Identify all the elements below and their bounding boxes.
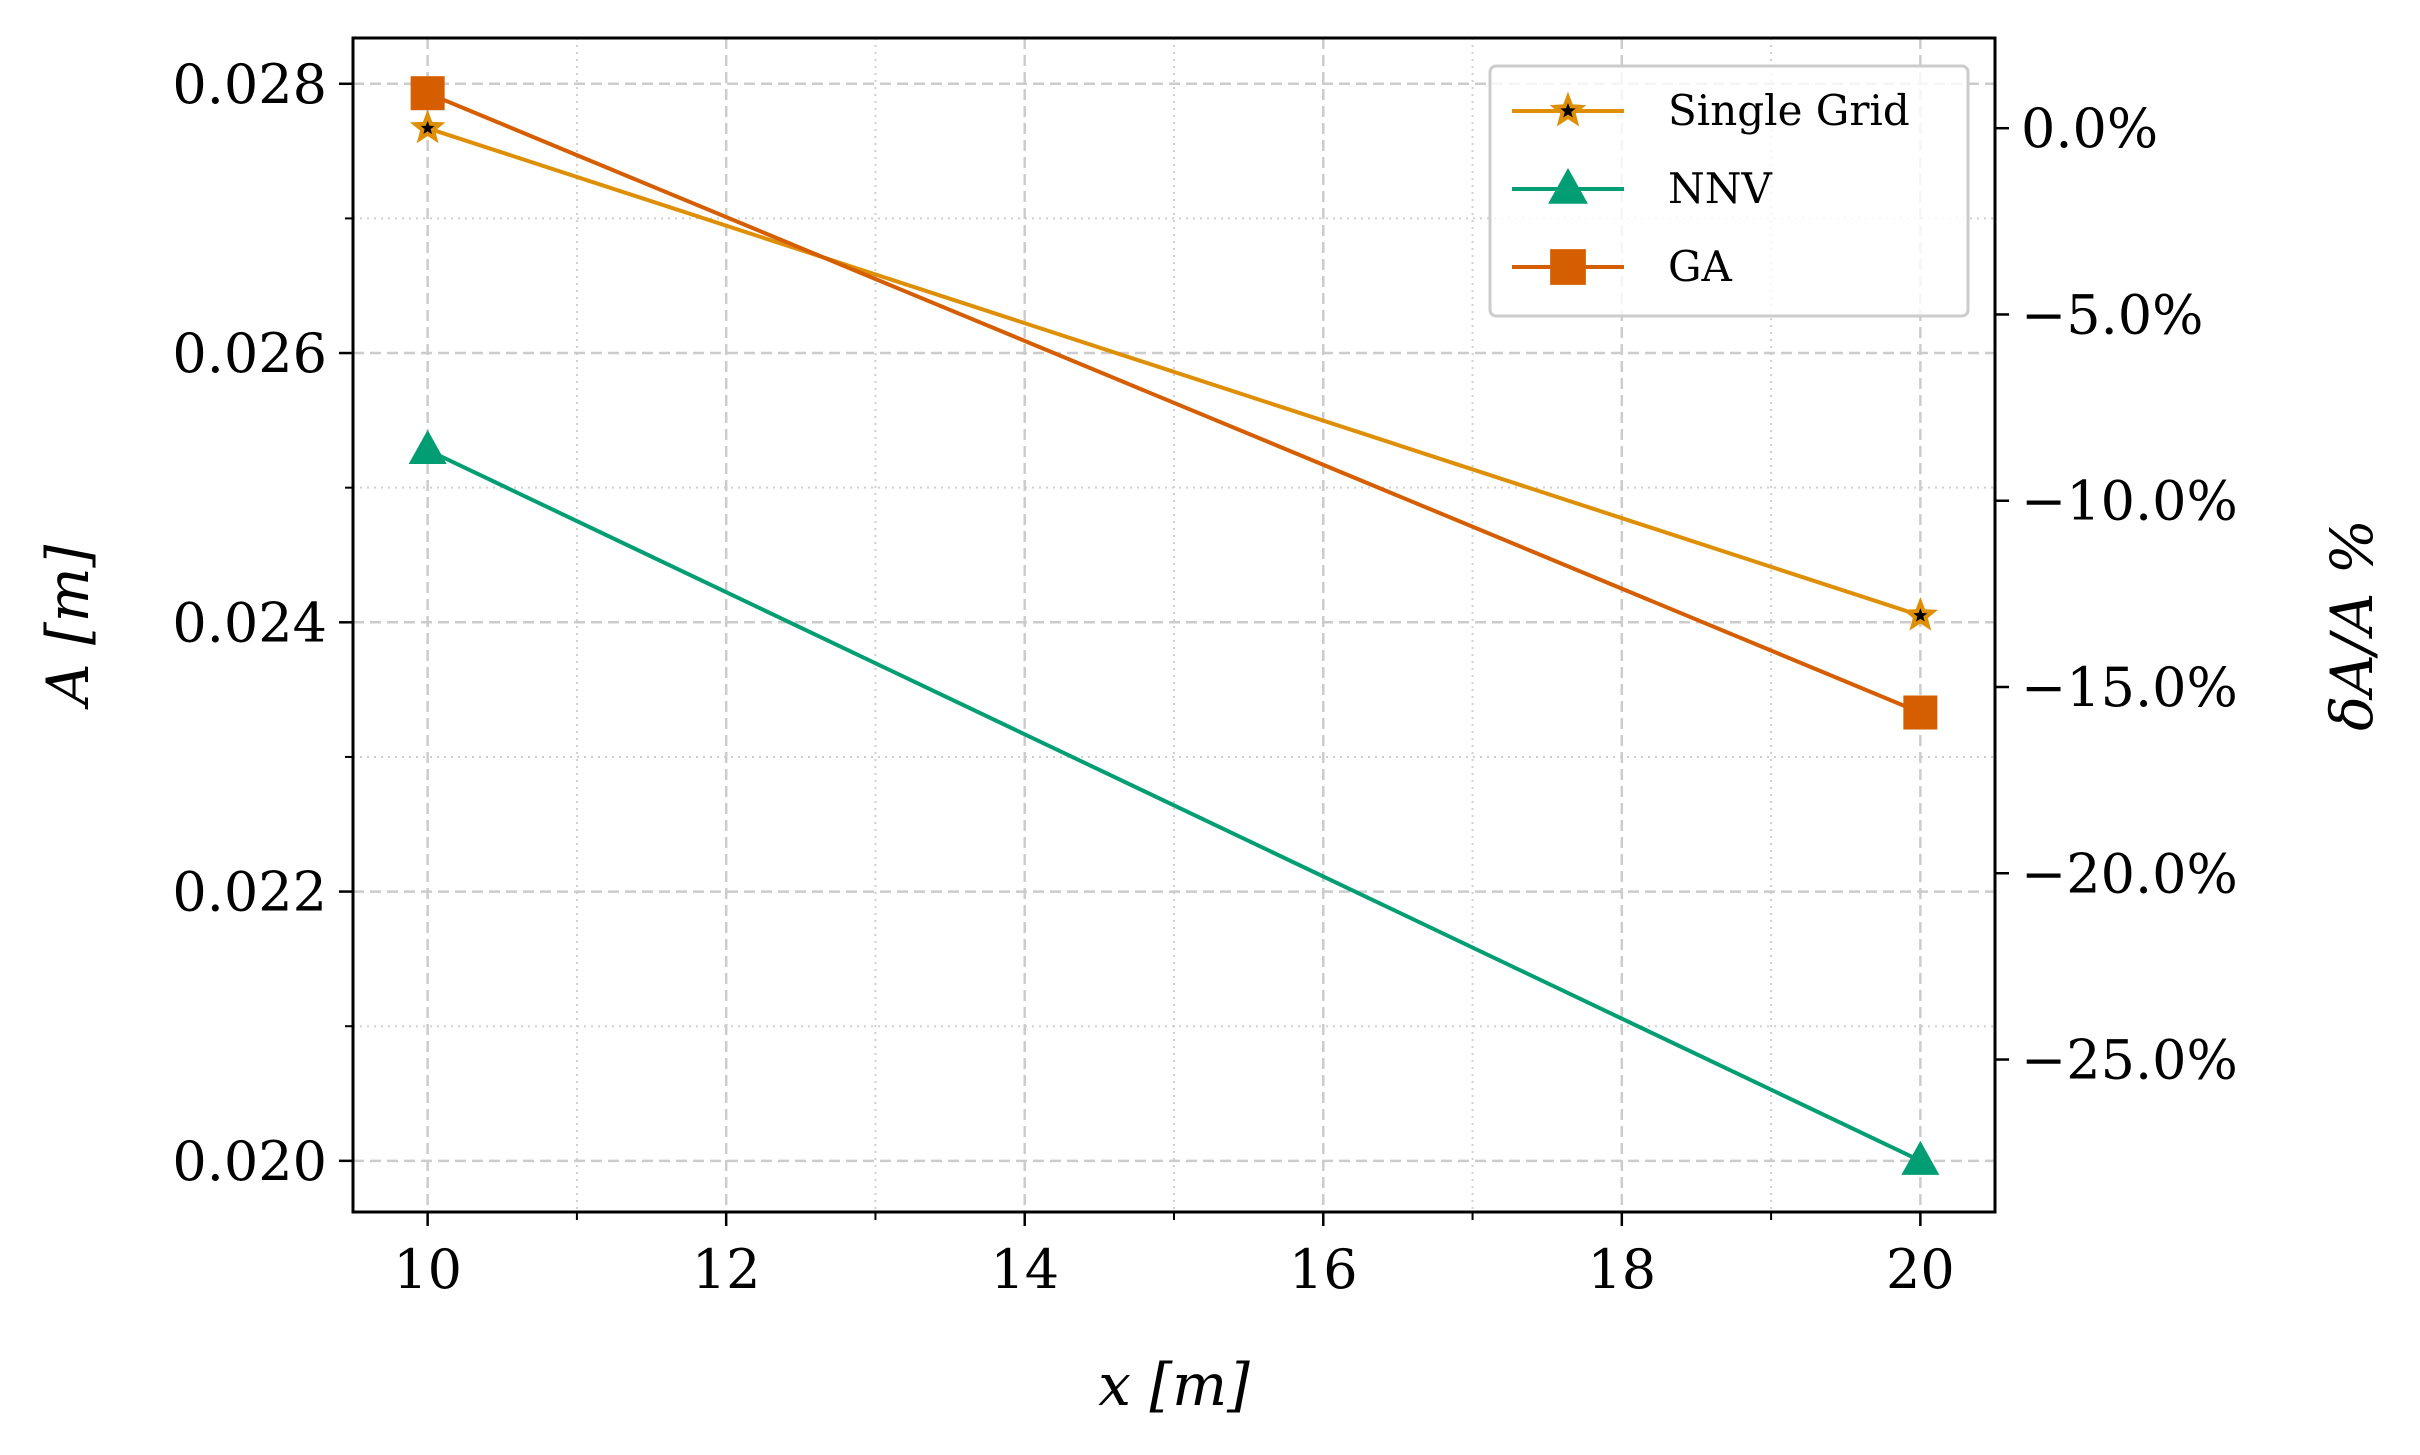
data-point-nnv — [408, 429, 447, 464]
y-tick-label: 0.028 — [172, 53, 327, 116]
data-point-ga — [410, 76, 445, 111]
legend-label-nnv: NNV — [1668, 164, 1773, 213]
y-tick-label: 0.024 — [172, 591, 327, 654]
legend-label-single-grid: Single Grid — [1668, 86, 1910, 135]
y2-tick-label: −25.0% — [2021, 1029, 2238, 1092]
legend: Single Grid NNV GA — [1488, 64, 1970, 318]
y2-tick-label: −5.0% — [2021, 283, 2203, 346]
legend-item-single-grid: Single Grid — [1512, 86, 1910, 135]
series-single-grid — [409, 109, 1939, 631]
series-layer — [408, 76, 1940, 1175]
legend-marker-ga — [1550, 249, 1586, 285]
legend-marker-single-grid — [1549, 91, 1587, 127]
y2-tick-label: 0.0% — [2021, 97, 2158, 160]
x-tick-label: 20 — [1886, 1238, 1955, 1301]
ticks: 10 12 14 16 18 20 0.020 0.022 0.024 0.026 0.028 0.0… — [172, 53, 2237, 1301]
x-tick-label: 18 — [1587, 1238, 1656, 1301]
x-tick-label: 14 — [990, 1238, 1059, 1301]
y-axis-label: A [m] — [34, 544, 102, 710]
legend-item-ga: GA — [1512, 242, 1733, 291]
series-line-ga — [426, 91, 1922, 715]
legend-marker-nnv — [1548, 168, 1588, 204]
data-point-ga — [1903, 695, 1938, 730]
data-point-single-grid — [1902, 596, 1939, 631]
legend-item-nnv: NNV — [1512, 164, 1773, 213]
y2-tick-label: −15.0% — [2021, 656, 2238, 719]
series-line-nnv — [426, 448, 1922, 1163]
y-tick-label: 0.022 — [172, 861, 327, 924]
series-ga — [410, 76, 1938, 730]
x-tick-label: 12 — [692, 1238, 761, 1301]
y2-tick-label: −20.0% — [2021, 842, 2238, 905]
series-line-single-grid — [426, 126, 1922, 618]
x-tick-label: 16 — [1289, 1238, 1358, 1301]
x-tick-label: 10 — [393, 1238, 462, 1301]
y2-tick-label: −10.0% — [2021, 470, 2238, 533]
y-tick-label: 0.026 — [172, 322, 327, 385]
legend-box — [1488, 64, 1970, 318]
data-point-single-grid — [409, 109, 446, 144]
y2-axis-label: δA/A % — [2318, 519, 2386, 731]
legend-label-ga: GA — [1668, 242, 1733, 291]
y-tick-label: 0.020 — [172, 1130, 327, 1193]
x-axis-label: x [m] — [1098, 1351, 1250, 1419]
data-point-nnv — [1901, 1140, 1940, 1175]
series-nnv — [408, 429, 1940, 1175]
